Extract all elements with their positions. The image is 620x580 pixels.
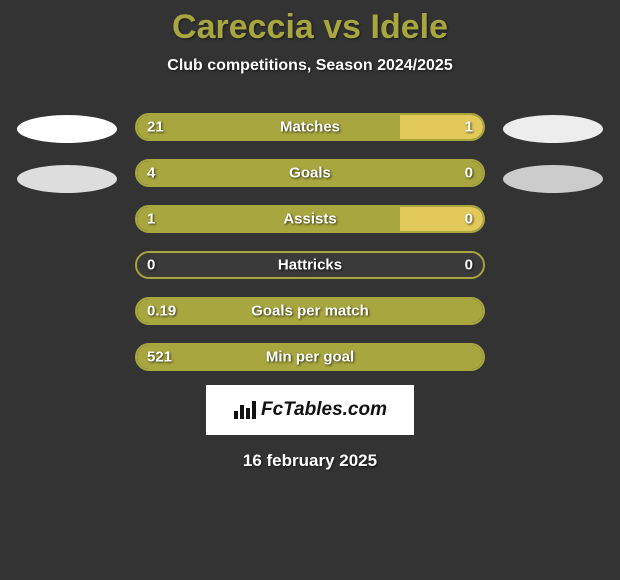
fctables-badge: FcTables.com: [206, 385, 414, 435]
chart-area: 21 1 Matches 4 0 Goals 1 0 Assists 0 0 Hattricks 0.1…: [0, 113, 620, 371]
right-team-logo-placeholder: [503, 165, 603, 193]
fctables-label: FcTables.com: [261, 399, 387, 421]
stat-right-value: 1: [465, 119, 473, 136]
right-team-logo-placeholder: [503, 115, 603, 143]
stat-left-value: 521: [147, 349, 172, 366]
stat-bar: 21 1 Matches: [135, 113, 485, 141]
stat-right-value: 0: [465, 165, 473, 182]
stat-bar: 0.19 Goals per match: [135, 297, 485, 325]
left-team-logo-placeholder: [17, 165, 117, 193]
left-team-column: [17, 113, 117, 193]
stat-bar: 1 0 Assists: [135, 205, 485, 233]
stat-name: Hattricks: [278, 257, 342, 274]
stat-right-value: 0: [465, 257, 473, 274]
left-team-logo-placeholder: [17, 115, 117, 143]
root: Careccia vs Idele Club competitions, Sea…: [0, 0, 620, 580]
stat-left-value: 1: [147, 211, 155, 228]
stat-left-value: 0: [147, 257, 155, 274]
right-team-column: [503, 113, 603, 193]
stat-bar: 0 0 Hattricks: [135, 251, 485, 279]
stat-name: Assists: [283, 211, 336, 228]
stat-name: Goals: [289, 165, 331, 182]
stat-name: Min per goal: [266, 349, 354, 366]
stat-name: Goals per match: [251, 303, 369, 320]
bars-icon: [233, 399, 257, 421]
stat-bar: 521 Min per goal: [135, 343, 485, 371]
stat-name: Matches: [280, 119, 340, 136]
stat-right-value: 0: [465, 211, 473, 228]
date-label: 16 february 2025: [243, 451, 377, 471]
stat-left-value: 21: [147, 119, 164, 136]
stat-bar-left-fill: [137, 115, 400, 139]
stat-bars: 21 1 Matches 4 0 Goals 1 0 Assists 0 0 Hattricks 0.1…: [135, 113, 485, 371]
stat-left-value: 0.19: [147, 303, 176, 320]
page-title: Careccia vs Idele: [172, 8, 448, 47]
stat-left-value: 4: [147, 165, 155, 182]
subtitle: Club competitions, Season 2024/2025: [167, 57, 452, 75]
stat-bar-left-fill: [137, 207, 400, 231]
stat-bar: 4 0 Goals: [135, 159, 485, 187]
